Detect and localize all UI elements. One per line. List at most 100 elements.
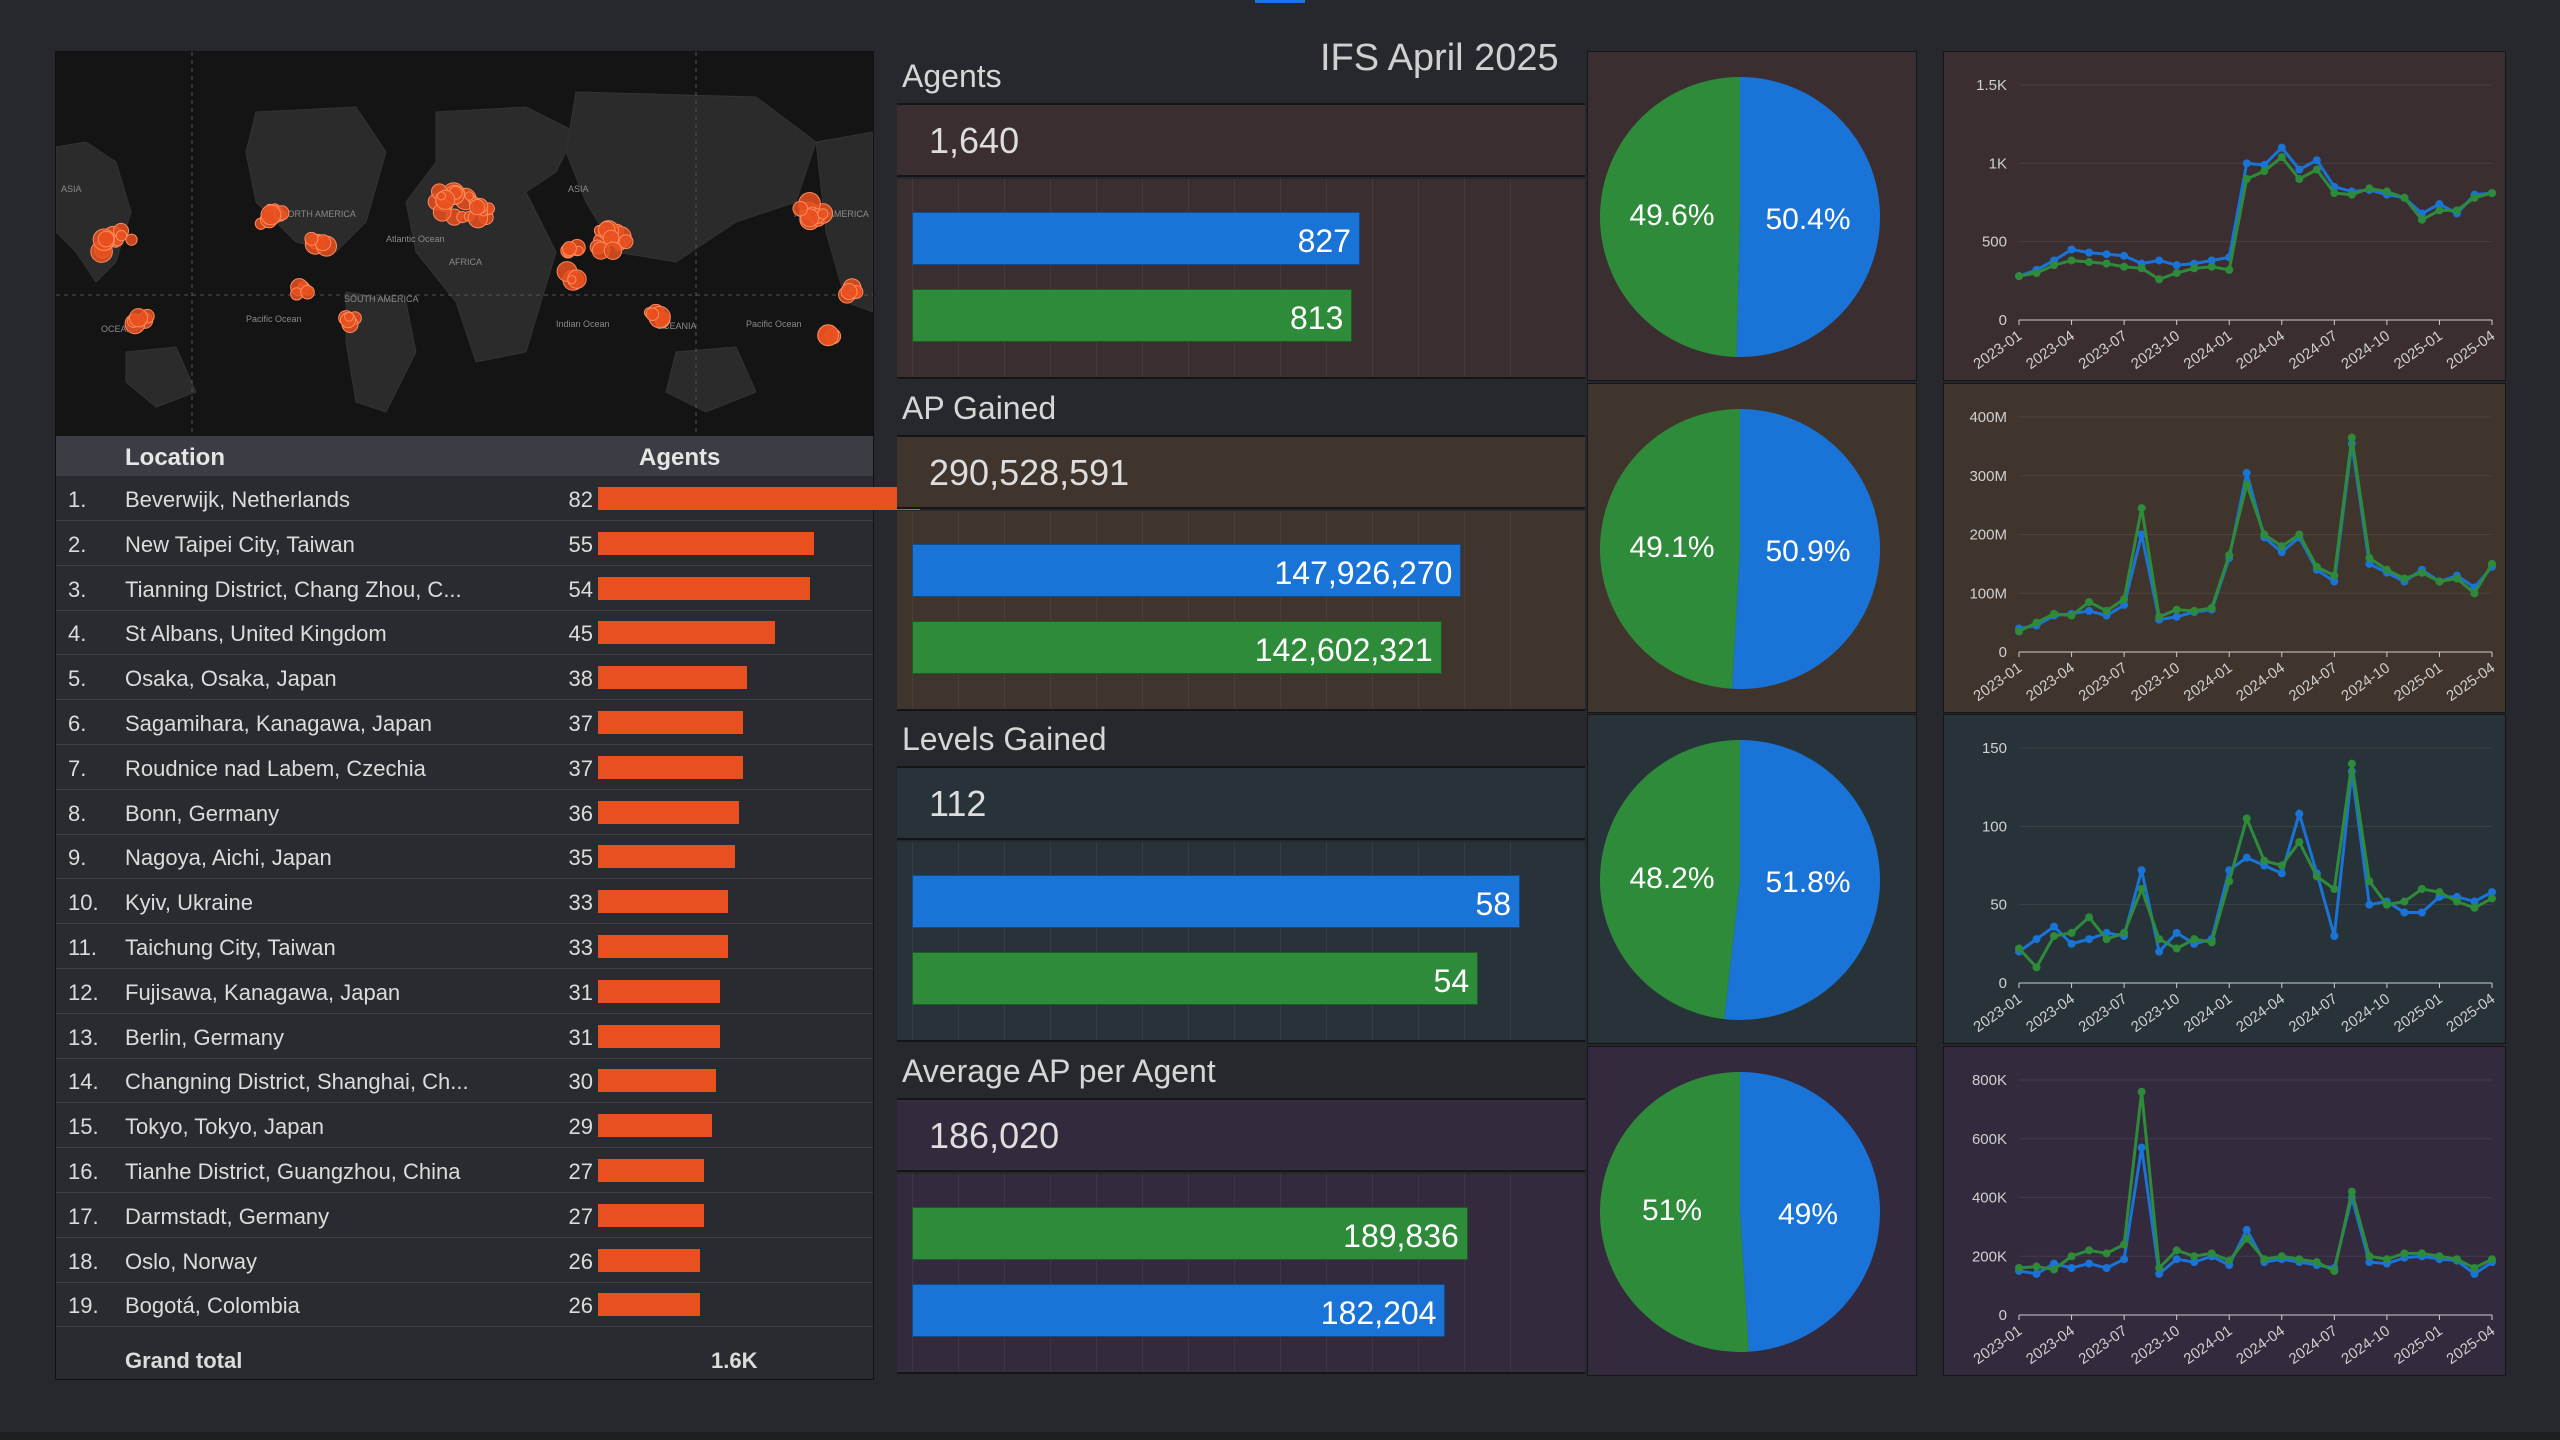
data-point-blue[interactable] <box>2085 935 2094 944</box>
data-point-green[interactable] <box>2032 963 2041 972</box>
pie-slice-green[interactable] <box>1600 740 1740 1020</box>
data-point-green[interactable] <box>2277 153 2286 162</box>
data-point-green[interactable] <box>2067 256 2076 265</box>
table-row[interactable]: 9. Nagoya, Aichi, Japan 35 <box>56 834 873 880</box>
data-point-green[interactable] <box>2190 606 2199 615</box>
data-point-green[interactable] <box>2312 1258 2321 1267</box>
data-point-blue[interactable] <box>2295 165 2304 174</box>
data-point-green[interactable] <box>2488 1255 2496 1264</box>
data-point-green[interactable] <box>2417 215 2426 224</box>
data-point-blue[interactable] <box>2277 548 2286 557</box>
table-row[interactable]: 6. Sagamihara, Kanagawa, Japan 37 <box>56 700 873 745</box>
data-point-blue[interactable] <box>2417 908 2426 917</box>
data-point-green[interactable] <box>2452 574 2461 583</box>
map-marker[interactable] <box>436 191 446 201</box>
data-point-blue[interactable] <box>2155 947 2164 956</box>
data-point-blue[interactable] <box>2470 1269 2479 1278</box>
bar-avg-blue[interactable]: 182,204 <box>912 1284 1446 1337</box>
map-marker[interactable] <box>260 204 282 226</box>
data-point-green[interactable] <box>2365 554 2374 562</box>
data-point-green[interactable] <box>2347 1187 2356 1196</box>
map-marker[interactable] <box>469 198 486 216</box>
data-point-green[interactable] <box>2190 1252 2199 1261</box>
data-point-green[interactable] <box>2032 618 2041 627</box>
data-point-green[interactable] <box>2050 261 2059 270</box>
world-map[interactable]: ASIA NORTH AMERICA Atlantic Ocean AFRICA ASI… <box>56 52 873 436</box>
map-marker[interactable] <box>128 308 149 328</box>
data-point-blue[interactable] <box>2120 251 2129 260</box>
table-row[interactable]: 14. Changning District, Shanghai, Ch... 30 <box>56 1058 873 1104</box>
data-point-blue[interactable] <box>2085 1259 2094 1268</box>
map-marker[interactable] <box>792 200 809 217</box>
data-point-blue[interactable] <box>2172 261 2181 270</box>
data-point-green[interactable] <box>2172 605 2181 614</box>
map-marker[interactable] <box>817 208 829 220</box>
data-point-blue[interactable] <box>2277 143 2286 152</box>
data-point-green[interactable] <box>2137 504 2146 513</box>
data-point-green[interactable] <box>2417 885 2426 893</box>
map-marker[interactable] <box>115 230 128 242</box>
data-point-green[interactable] <box>2330 189 2339 198</box>
data-point-blue[interactable] <box>2400 908 2409 917</box>
data-point-green[interactable] <box>2330 1266 2339 1275</box>
map-marker[interactable] <box>817 324 840 347</box>
data-point-green[interactable] <box>2015 944 2023 953</box>
pie-slice-green[interactable] <box>1600 409 1740 689</box>
data-point-green[interactable] <box>2120 595 2129 604</box>
data-point-green[interactable] <box>2382 1255 2391 1264</box>
data-point-blue[interactable] <box>2190 1258 2199 1267</box>
data-point-green[interactable] <box>2400 574 2409 583</box>
table-row[interactable]: 2. New Taipei City, Taiwan 55 <box>56 521 873 566</box>
data-point-green[interactable] <box>2470 1264 2479 1272</box>
data-point-green[interactable] <box>2015 272 2023 281</box>
data-point-blue[interactable] <box>2032 1269 2041 1278</box>
data-point-blue[interactable] <box>2207 256 2216 265</box>
map-marker[interactable] <box>464 191 474 201</box>
data-point-blue[interactable] <box>2330 932 2339 940</box>
series-line-blue[interactable] <box>2018 771 2493 955</box>
table-row[interactable]: 10. Kyiv, Ukraine 33 <box>56 879 873 925</box>
table-row[interactable]: 15. Tokyo, Tokyo, Japan 29 <box>56 1103 873 1149</box>
data-point-green[interactable] <box>2015 1264 2023 1272</box>
table-row[interactable]: 12. Fujisawa, Kanagawa, Japan 31 <box>56 969 873 1014</box>
bar-ap-green[interactable]: 142,602,321 <box>912 621 1442 674</box>
data-point-green[interactable] <box>2347 433 2356 442</box>
data-point-green[interactable] <box>2225 551 2234 560</box>
pie-slice-blue[interactable] <box>1724 740 1880 1020</box>
data-point-green[interactable] <box>2417 1249 2426 1258</box>
data-point-blue[interactable] <box>2067 1264 2076 1272</box>
map-marker[interactable] <box>304 231 319 246</box>
data-point-blue[interactable] <box>2155 1269 2164 1278</box>
data-point-green[interactable] <box>2400 193 2409 202</box>
data-point-green[interactable] <box>2085 598 2094 607</box>
bar-agents-green[interactable]: 813 <box>912 289 1353 342</box>
data-point-green[interactable] <box>2452 1255 2461 1264</box>
data-point-green[interactable] <box>2470 903 2479 912</box>
data-point-green[interactable] <box>2295 175 2304 183</box>
data-point-green[interactable] <box>2435 577 2444 586</box>
data-point-green[interactable] <box>2120 928 2129 937</box>
data-point-blue[interactable] <box>2102 250 2111 259</box>
agents-column-header[interactable]: Agents <box>639 444 721 471</box>
series-line-green[interactable] <box>2018 1091 2493 1274</box>
series-line-green[interactable] <box>2018 437 2494 633</box>
data-point-green[interactable] <box>2260 856 2269 865</box>
pie-slice-blue[interactable] <box>1736 77 1881 358</box>
data-point-green[interactable] <box>2137 1087 2146 1096</box>
table-row[interactable]: 16. Tianhe District, Guangzhou, China 27 <box>56 1148 873 1193</box>
location-column-header[interactable]: Location <box>125 444 225 471</box>
data-point-blue[interactable] <box>2137 1143 2146 1152</box>
table-row[interactable]: 4. St Albans, United Kingdom 45 <box>56 610 873 656</box>
data-point-blue[interactable] <box>2277 869 2286 878</box>
data-point-blue[interactable] <box>2137 866 2146 875</box>
data-point-blue[interactable] <box>2470 897 2479 906</box>
data-point-blue[interactable] <box>2172 612 2181 621</box>
data-point-blue[interactable] <box>2488 888 2496 897</box>
data-point-green[interactable] <box>2452 897 2461 906</box>
data-point-green[interactable] <box>2032 1262 2041 1271</box>
series-line-green[interactable] <box>2018 154 2493 281</box>
data-point-green[interactable] <box>2312 872 2321 881</box>
data-point-green[interactable] <box>2172 269 2181 277</box>
data-point-blue[interactable] <box>2242 159 2251 168</box>
data-point-green[interactable] <box>2295 1255 2304 1264</box>
